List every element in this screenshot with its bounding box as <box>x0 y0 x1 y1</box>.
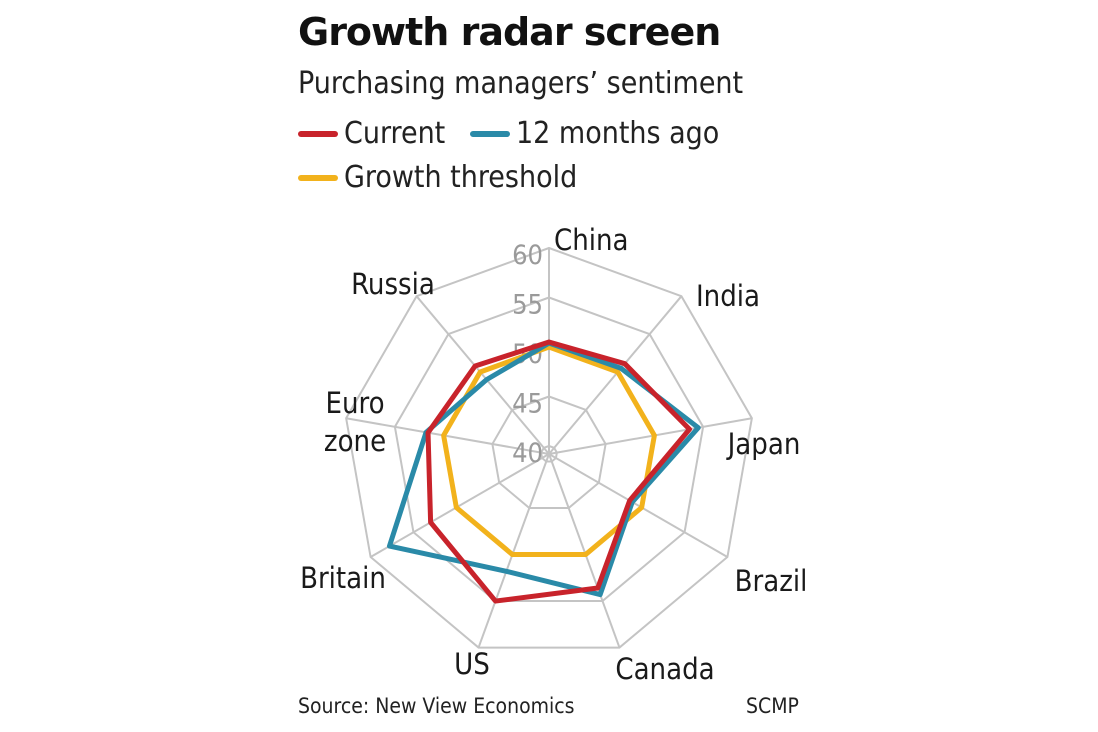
credit-note: SCMP <box>746 694 799 718</box>
source-note: Source: New View Economics <box>298 694 575 718</box>
legend-label-current: Current <box>344 116 446 151</box>
legend-item-growth-threshold: Growth threshold <box>298 160 577 195</box>
legend-swatch-current <box>298 130 338 137</box>
axis-label-brazil: Brazil <box>735 564 808 598</box>
spoke-brazil <box>548 453 728 558</box>
radar-series <box>386 339 701 604</box>
spoke-russia <box>415 295 550 455</box>
chart-title: Growth radar screen <box>298 10 721 54</box>
grid-ring-40 <box>540 444 558 463</box>
axis-label-us: US <box>454 647 490 681</box>
tick-label-40: 40 <box>512 438 543 469</box>
spoke-japan <box>548 417 753 455</box>
spoke-britain <box>370 453 550 558</box>
legend-swatch-12-months-ago <box>470 130 510 137</box>
grid-ring-45 <box>491 395 607 510</box>
axis-label-india: India <box>696 279 760 313</box>
legend-swatch-growth-threshold <box>298 174 338 181</box>
axis-label-china: China <box>554 223 629 257</box>
axis-label-russia: Russia <box>351 267 435 301</box>
tick-label-45: 45 <box>512 389 543 420</box>
radar-grid <box>345 246 753 649</box>
legend-item-current: Current <box>298 116 445 151</box>
radar-axis-labels: China India Japan Brazil Canada US Britain Euro… <box>300 223 807 686</box>
chart-subtitle: Purchasing managers’ sentiment <box>298 66 744 101</box>
axis-label-britain: Britain <box>300 561 386 595</box>
tick-label-60: 60 <box>512 240 543 271</box>
legend-label-12-months-ago: 12 months ago <box>516 116 720 151</box>
spoke-india <box>548 295 683 455</box>
legend-item-12-months-ago: 12 months ago <box>470 116 719 151</box>
axis-label-japan: Japan <box>726 427 801 461</box>
grid-ring-60 <box>345 246 753 649</box>
axis-label-euro-zone: Euro zone <box>324 386 386 458</box>
series-current <box>425 339 692 604</box>
spoke-us <box>477 453 550 648</box>
axis-label-canada: Canada <box>615 652 714 686</box>
legend-label-growth-threshold: Growth threshold <box>344 160 578 195</box>
spoke-canada <box>548 453 621 648</box>
tick-label-55: 55 <box>512 290 543 321</box>
spoke-euro-zone <box>345 417 550 455</box>
grid-ring-55 <box>393 296 705 603</box>
